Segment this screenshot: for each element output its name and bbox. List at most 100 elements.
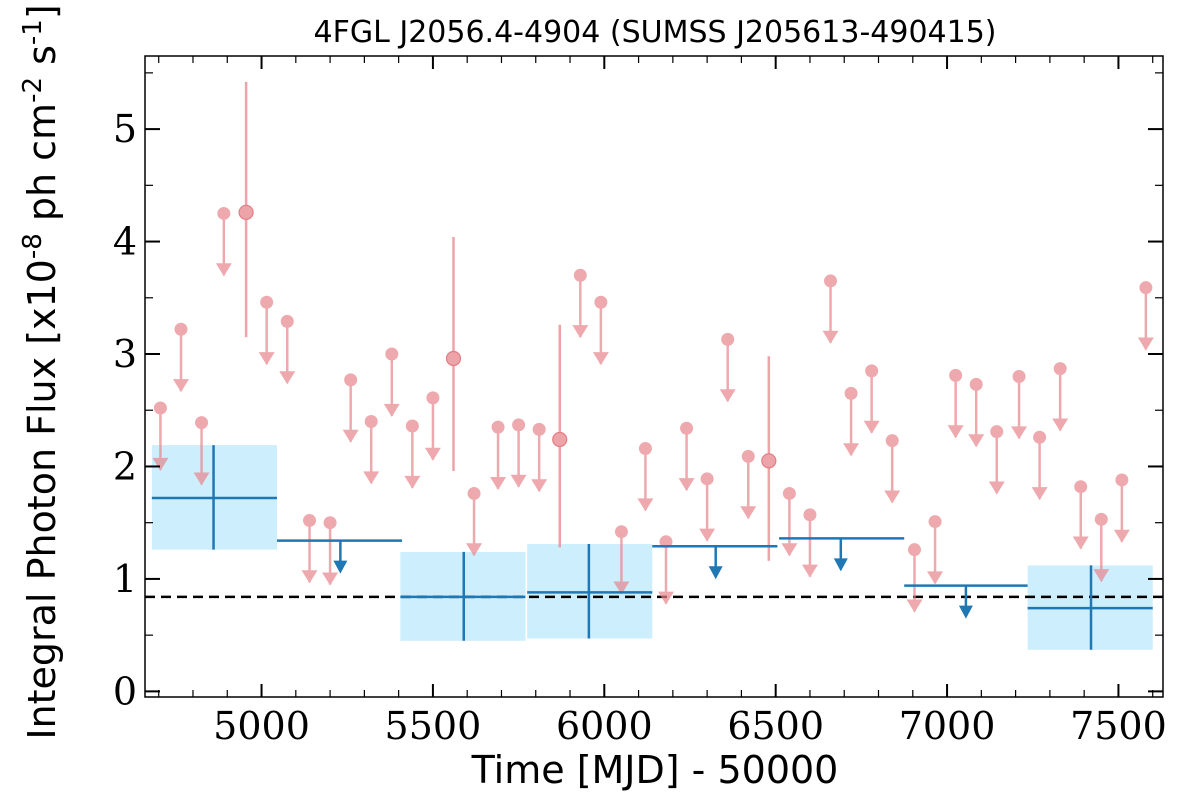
fine-upper-limit <box>801 508 818 578</box>
y-tick-label: 4 <box>113 220 137 264</box>
x-tick-label: 5500 <box>385 704 482 748</box>
fine-upper-limit-arrow <box>490 476 507 490</box>
fine-upper-limit-arrow <box>719 389 736 403</box>
fine-upper-limit-arrow <box>1113 529 1130 543</box>
y-tick-label: 3 <box>113 332 137 376</box>
coarse-upper-limit-arrow <box>333 560 348 574</box>
fine-upper-limit-arrow <box>927 571 944 585</box>
fine-upper-limit <box>301 513 318 584</box>
fine-detection-point <box>552 431 568 448</box>
fine-upper-limit-point <box>491 420 505 434</box>
fine-upper-limit-point <box>741 449 755 463</box>
fine-upper-limit-arrow <box>1072 536 1089 550</box>
fine-upper-limit <box>490 420 507 490</box>
fine-upper-limit-arrow <box>301 570 318 584</box>
fine-upper-limit-arrow <box>322 572 339 586</box>
fine-upper-limit <box>968 377 985 448</box>
y-tick-label: 1 <box>113 557 137 601</box>
fine-upper-limit-point <box>303 513 317 527</box>
axes: 5000 5500 6000 6500 7000 7500 0 1 2 3 4 5 <box>113 55 1167 748</box>
fine-upper-limit-arrow <box>863 420 880 434</box>
fine-upper-limit-point <box>1012 370 1026 383</box>
fine-upper-limit <box>1011 370 1028 440</box>
fine-upper-limit-arrow <box>906 599 923 613</box>
fine-upper-limit <box>1093 512 1110 583</box>
fine-upper-limit <box>404 419 421 489</box>
y-tick-label: 0 <box>113 669 137 713</box>
fine-upper-limit-arrow <box>781 543 798 557</box>
fine-upper-limit-arrow <box>740 506 757 520</box>
fine-upper-limit-point <box>1074 480 1088 494</box>
fine-upper-limit-arrow <box>152 457 169 471</box>
fine-upper-limit-arrow <box>947 425 964 439</box>
fine-detection-point <box>238 204 254 220</box>
fine-upper-limit-arrow <box>592 352 609 366</box>
y-axis-label: Integral Photon Flux [x10-8 ph cm-2 s-1] <box>18 4 64 739</box>
x-tick-label: 6500 <box>727 704 824 748</box>
fine-upper-limit-arrow <box>572 325 589 339</box>
fine-upper-limit-arrow <box>678 478 695 492</box>
fine-upper-limit-point <box>323 516 337 530</box>
fine-upper-limit-arrow <box>193 472 210 486</box>
fine-upper-limit-arrow <box>342 429 359 443</box>
fine-upper-limit <box>863 364 880 434</box>
fine-upper-limit-arrow <box>1137 337 1154 351</box>
fine-upper-limit <box>906 543 923 613</box>
fine-upper-limit-point <box>638 441 652 455</box>
fine-upper-limit-arrow <box>383 403 400 417</box>
fine-upper-limit <box>781 486 798 557</box>
fine-upper-limit <box>613 525 630 595</box>
fine-upper-limit-arrow <box>884 490 901 504</box>
fine-upper-limit-arrow <box>510 474 527 488</box>
fine-upper-limit-arrow <box>822 330 839 344</box>
fine-upper-limit-point <box>467 486 481 500</box>
coarse-upper-limit-arrow <box>708 566 723 580</box>
fine-upper-limit-point <box>217 206 231 220</box>
fine-detection <box>761 356 777 561</box>
fine-upper-limit-arrow <box>1052 418 1069 432</box>
fine-detection <box>552 324 568 548</box>
coarse-bin-points <box>151 445 1153 650</box>
fine-upper-limit-point <box>680 421 694 435</box>
fine-upper-limit-point <box>928 515 942 529</box>
fine-upper-limit-point <box>344 373 358 387</box>
fine-upper-limit <box>592 295 609 366</box>
fine-detection <box>445 237 462 471</box>
fine-upper-limit-point <box>1053 362 1067 376</box>
fine-upper-limit-arrow <box>172 379 189 393</box>
fine-upper-limit-point <box>1033 430 1047 444</box>
fine-upper-limit-arrow <box>424 447 441 461</box>
fine-upper-limit-point <box>700 472 714 486</box>
fine-upper-limit-arrow <box>215 263 232 277</box>
fine-upper-limit-arrow <box>657 591 674 605</box>
fine-upper-limit-point <box>1094 512 1108 526</box>
fine-upper-limit <box>172 322 189 393</box>
fine-upper-limit-point <box>721 332 735 346</box>
fine-upper-limit-arrow <box>279 371 296 385</box>
fine-upper-limit-point <box>949 368 963 382</box>
fine-upper-limit <box>1052 362 1069 432</box>
coarse-upper-limit-arrow <box>958 605 973 619</box>
fine-upper-limit <box>822 274 839 344</box>
fine-upper-limit-point <box>1115 473 1129 487</box>
x-axis-label: Time [MJD] - 50000 <box>471 748 839 792</box>
fine-upper-limit-point <box>803 508 817 522</box>
fine-upper-limit-point <box>153 401 167 415</box>
fine-upper-limit <box>466 486 483 557</box>
fine-upper-limit-point <box>532 422 546 436</box>
fine-upper-limit <box>1072 480 1089 550</box>
fine-detection-point <box>445 350 462 367</box>
fine-upper-limit <box>342 373 359 443</box>
fine-upper-limit-point <box>260 295 274 309</box>
fine-upper-limit-arrow <box>258 352 275 366</box>
fine-upper-limit-point <box>195 416 209 430</box>
fine-upper-limit-point <box>614 525 628 539</box>
fine-upper-limit <box>258 295 275 366</box>
x-tick-label: 7500 <box>1070 704 1167 748</box>
fine-upper-limit-point <box>969 377 983 391</box>
fine-upper-limit-arrow <box>531 479 548 493</box>
fine-upper-limit <box>678 421 695 492</box>
fine-upper-limit <box>927 515 944 585</box>
fine-upper-limit-point <box>364 414 378 428</box>
fine-upper-limit <box>152 401 169 471</box>
